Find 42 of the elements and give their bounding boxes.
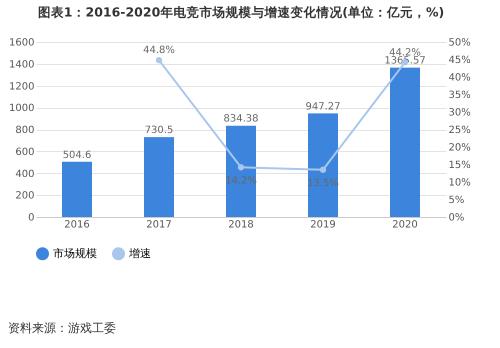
y-tick-label: 1600 <box>9 38 34 48</box>
y-tick-label: 200 <box>15 190 34 202</box>
y-tick-label: 0 <box>28 212 34 224</box>
x-tick-label: 2016 <box>64 220 90 230</box>
bar <box>226 126 256 217</box>
data-label: 730.5 <box>144 125 174 136</box>
y-tick-label: 600 <box>15 146 34 158</box>
bar <box>390 68 420 217</box>
point <box>156 57 162 64</box>
bar <box>62 162 92 217</box>
point <box>238 164 244 170</box>
y2-tick-label: 0% <box>448 212 464 224</box>
bar <box>144 137 174 217</box>
text: 资料来源：游戏工委 <box>8 320 116 337</box>
data-label: 834.38 <box>224 114 258 125</box>
y2-tick-label: 45% <box>448 55 471 66</box>
legend-label: 增速 <box>128 246 151 260</box>
x-tick-label: 2019 <box>310 220 336 230</box>
x-tick-label: 2017 <box>146 220 172 230</box>
data-label: 947.27 <box>306 101 340 112</box>
y-tick-label: 800 <box>15 125 34 136</box>
y-tick-label: 1200 <box>9 81 34 92</box>
data-label: 44.8% <box>143 45 175 56</box>
x-tick-label: 2020 <box>392 220 418 230</box>
y2-tick-label: 35% <box>448 90 471 101</box>
bar <box>308 113 338 217</box>
y2-tick-label: 20% <box>448 142 471 154</box>
y-tick-label: 1400 <box>9 59 34 70</box>
chart-title: 图表1：2016-2020年电竞市场规模与增速变化情况(单位：亿元，%) <box>38 4 444 20</box>
y2-tick-label: 50% <box>448 38 471 48</box>
y2-tick-label: 10% <box>448 178 471 188</box>
y2-tick-label: 40% <box>448 72 471 84</box>
point <box>320 166 326 173</box>
data-label: 504.6 <box>62 150 92 161</box>
y2-tick-label: 15% <box>448 160 471 171</box>
x-tick-label: 2018 <box>228 220 254 230</box>
y2-tick-label: 5% <box>448 195 464 206</box>
y2-tick-label: 25% <box>448 125 471 136</box>
y2-tick-label: 30% <box>448 108 471 118</box>
y-tick-label: 400 <box>15 168 34 180</box>
legend-label: 市场规模 <box>53 246 97 260</box>
y-tick-label: 1000 <box>9 103 34 114</box>
